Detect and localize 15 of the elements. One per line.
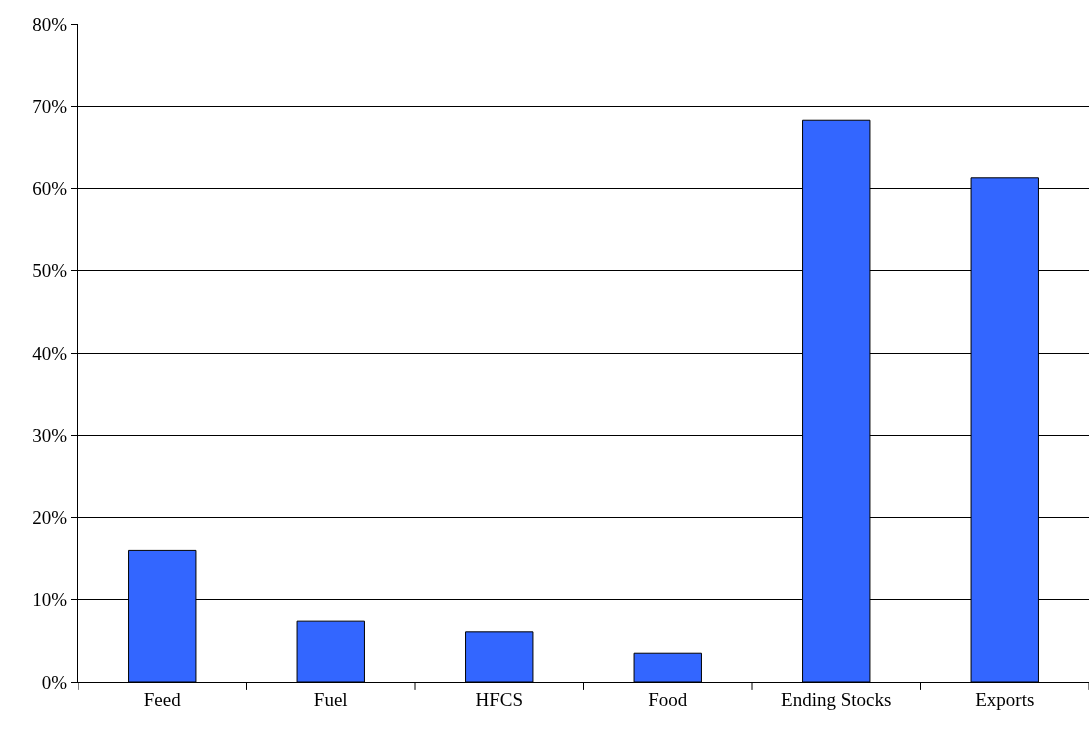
x-tick-label: Feed: [143, 688, 182, 710]
x-tick-label: Exports: [975, 688, 1035, 710]
y-tick-label: 50%: [32, 260, 68, 282]
y-tick-label: 20%: [32, 507, 68, 529]
y-tick-label: 0%: [41, 671, 68, 693]
x-tick-label: Ending Stocks: [781, 688, 892, 710]
x-tick-label: Fuel: [313, 688, 348, 710]
y-tick-label: 60%: [32, 178, 68, 200]
x-tick-label: HFCS: [475, 688, 524, 710]
y-tick-label: 10%: [32, 589, 68, 611]
y-tick-label: 70%: [32, 95, 68, 117]
y-tick-label: 30%: [32, 424, 68, 446]
x-tick-label: Food: [648, 688, 688, 710]
y-tick-label: 40%: [32, 342, 68, 364]
y-tick-label: 80%: [32, 13, 68, 35]
